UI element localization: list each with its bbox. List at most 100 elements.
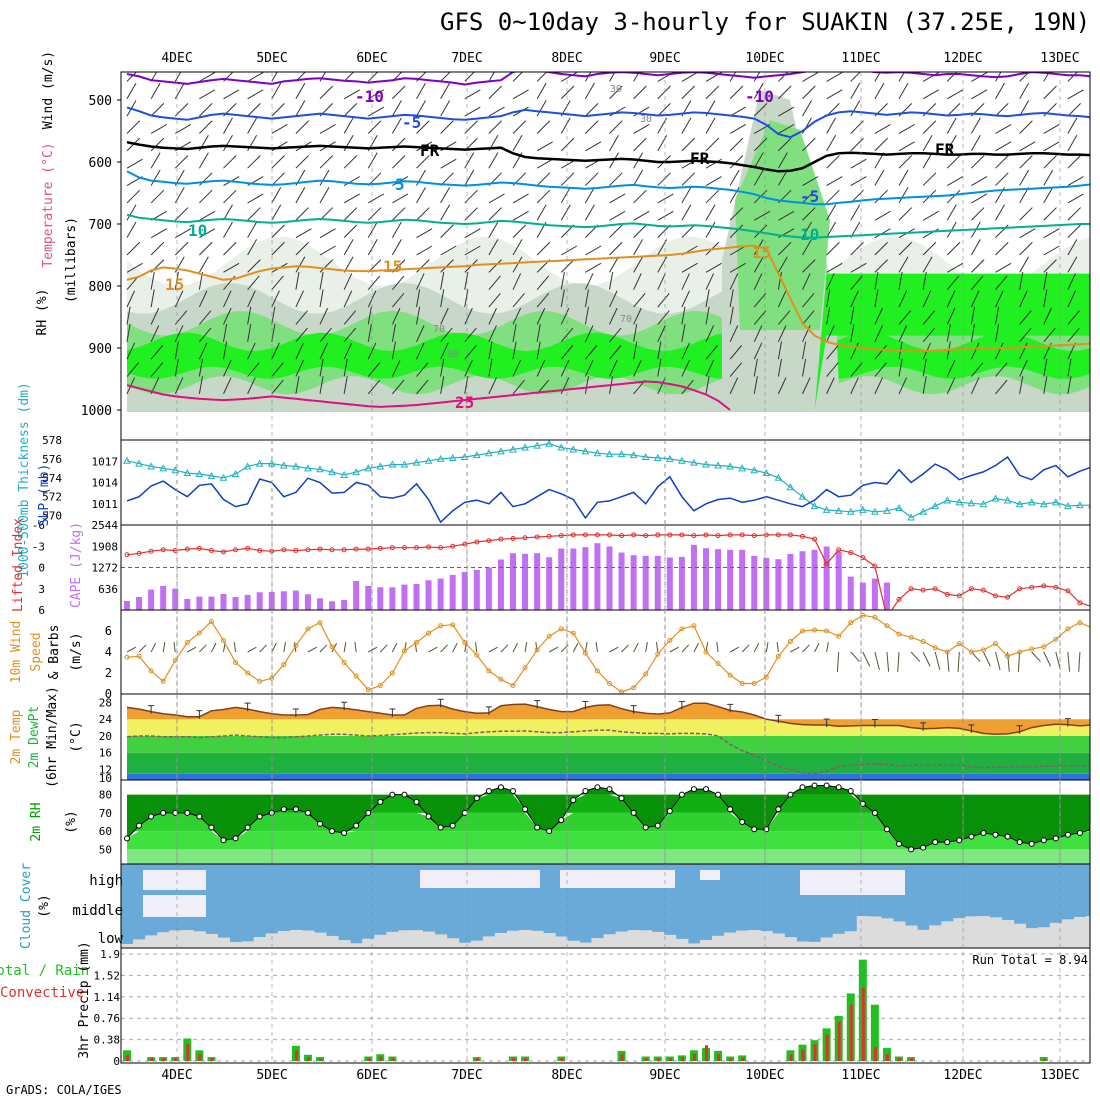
li-point <box>1041 583 1047 589</box>
wind-barb <box>512 341 517 360</box>
wind-barb <box>199 189 213 204</box>
y-tick-label: 574 <box>42 472 62 485</box>
ylabel-cape-part: CAPE (J/kg) <box>69 522 84 608</box>
wind-barb <box>223 290 232 308</box>
wind-barb <box>946 204 957 221</box>
thickness-point <box>1051 498 1060 506</box>
thickness-point <box>231 469 240 477</box>
wind-barb <box>343 193 360 204</box>
wind-barb <box>343 89 360 100</box>
wind-barb <box>609 210 626 221</box>
y-tick-label: 10 <box>99 772 112 785</box>
wind-barb <box>995 262 1012 273</box>
ylabel-millibars: (millibars) <box>64 217 79 303</box>
precip-conv-bar <box>873 1046 877 1061</box>
wind-barb <box>1043 327 1056 343</box>
wind10m-barb <box>560 644 569 653</box>
wind-barb <box>1043 207 1057 221</box>
thickness-point <box>919 507 927 515</box>
wind-barb <box>367 275 381 291</box>
wind-barb <box>416 245 433 256</box>
rh2m-point <box>859 800 866 807</box>
wind-barb <box>946 377 956 395</box>
thickness-point <box>786 483 795 491</box>
wind-barb <box>633 341 638 360</box>
wind-barb <box>657 273 666 290</box>
wind-barb <box>198 290 208 308</box>
wind-barb <box>585 245 602 256</box>
thickness-point <box>822 505 831 513</box>
wind-barb <box>199 72 216 82</box>
wind10m-point <box>775 653 781 659</box>
rh2m-point <box>666 808 673 815</box>
rh2m-point <box>594 784 601 791</box>
wind-barb <box>367 362 381 377</box>
wind-barb <box>247 193 264 204</box>
wind-barb <box>223 359 232 377</box>
wind-barb <box>343 358 348 377</box>
y-tick-label: 6 <box>38 604 45 617</box>
wind10m-barb <box>681 644 690 653</box>
panel-frame <box>120 947 1091 1064</box>
rh2m-point <box>473 795 480 802</box>
wind-barb <box>199 103 213 117</box>
cloud-low <box>121 944 134 948</box>
wind-barb <box>343 290 353 308</box>
thickness-point <box>255 459 264 467</box>
thickness-point <box>521 443 529 451</box>
date-label-bottom: 5DEC <box>256 1068 287 1083</box>
cloud-low <box>519 930 532 948</box>
wind-barb <box>946 290 956 308</box>
wind-barb <box>512 210 529 221</box>
wind-barb <box>512 292 525 308</box>
rh2m-point <box>823 782 830 789</box>
wind-barb <box>367 239 378 256</box>
wind-barb <box>126 204 137 221</box>
thickness-point <box>690 458 698 466</box>
date-label-top: 9DEC <box>649 51 680 66</box>
rh2m-point <box>148 813 155 820</box>
wind10m-barb <box>1017 651 1021 672</box>
isotherm-label: -5 <box>402 113 421 132</box>
wind-barb <box>1067 103 1081 117</box>
wind10m-plot <box>124 612 1090 694</box>
wind10m-point <box>1029 646 1035 652</box>
wind-barb <box>970 342 980 360</box>
wind-barb <box>488 221 499 238</box>
wind-barb <box>995 172 1009 186</box>
wind-barb <box>440 327 453 343</box>
wind-barb <box>657 325 666 343</box>
wind10m-barb <box>354 642 357 653</box>
rh2m-point <box>932 839 939 846</box>
wind10m-barb <box>512 642 518 653</box>
wind10m-barb <box>138 644 147 653</box>
precip-conv-bar <box>150 1058 154 1061</box>
thickness-point <box>955 498 964 506</box>
thickness-point <box>376 462 385 470</box>
li-point <box>570 532 576 538</box>
wind-barb <box>1043 307 1052 325</box>
cloud-low <box>880 918 894 948</box>
wind-barb <box>609 345 622 360</box>
wind-barb <box>488 239 499 256</box>
wind-barb <box>488 259 502 273</box>
cape-bar <box>256 592 263 610</box>
wind10m-point <box>450 622 456 628</box>
wind-barb <box>343 224 358 238</box>
cape-bar <box>859 582 866 610</box>
wind-barb <box>874 289 879 308</box>
li-point <box>908 586 914 592</box>
li-point <box>426 544 432 550</box>
wind-barb <box>802 221 812 238</box>
li-point <box>221 549 226 555</box>
cape-bar <box>184 598 191 610</box>
wind-barb <box>416 82 426 100</box>
wind-barb <box>1019 169 1030 186</box>
wind-barb <box>802 292 815 308</box>
li-point <box>293 548 299 553</box>
rh-label: 30 <box>610 84 622 95</box>
wind10m-barb <box>162 642 166 653</box>
cloud-low <box>893 921 906 948</box>
li-point <box>787 532 793 538</box>
precip-conv-bar <box>656 1058 660 1061</box>
